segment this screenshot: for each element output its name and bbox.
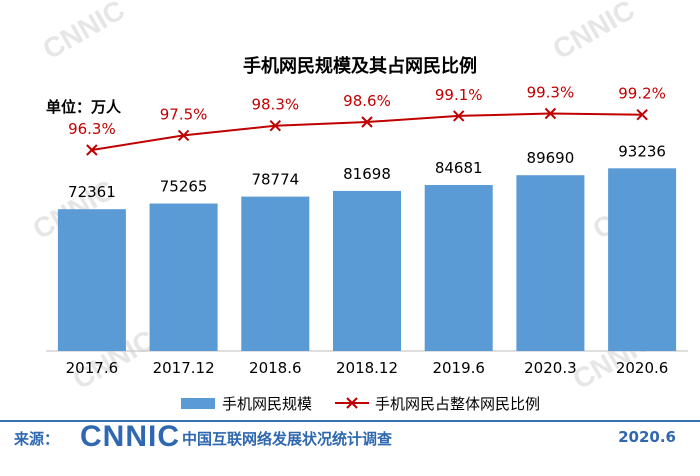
bar-value-label: 93236 [618,142,666,160]
bar [241,196,310,351]
legend-bar-label: 手机网民规模 [222,395,312,413]
line-marker [544,107,557,120]
x-tick-label: 2020.3 [524,359,577,377]
bar-value-label: 75265 [160,178,208,196]
line-marker [636,109,648,121]
legend: 手机网民规模 手机网民占整体网民比例 [181,395,540,413]
bar [149,203,218,351]
source-label: 来源： [14,430,60,448]
bar-value-label: 84681 [435,159,483,177]
line-value-label: 98.6% [343,92,391,110]
x-tick-label: 2017.6 [66,359,119,377]
bar [516,175,585,351]
line-marker [177,129,190,142]
x-axis-tick-labels: 2017.6 2017.12 2018.6 2018.12 2019.6 2020.3 20… [66,359,669,377]
x-tick-label: 2019.6 [432,359,485,377]
footer-rule [0,420,700,422]
line-marker [86,144,98,156]
line-value-labels: 96.3% 97.5% 98.3% 98.6% 99.1% 99.3% 99.2% [68,84,666,139]
line-marker [453,110,465,122]
bar-value-labels: 72361 75265 78774 81698 84681 89690 93236 [68,142,666,201]
chart-title: 手机网民规模及其占网民比例 [243,55,477,77]
legend-line-marker [346,397,358,409]
bar [608,168,677,351]
line-value-label: 97.5% [160,105,208,123]
watermark: CNNIC [548,0,640,65]
cnnic-logo: CNNIC [80,420,180,453]
bar-value-label: 81698 [343,165,391,183]
line-value-label: 99.1% [435,86,483,104]
line-value-label: 99.3% [527,84,575,102]
legend-bar-swatch [181,398,215,409]
bar [57,209,126,351]
bar-value-label: 89690 [527,149,575,167]
x-tick-label: 2017.12 [153,359,215,377]
x-tick-label: 2018.12 [336,359,398,377]
x-tick-label: 2020.6 [616,359,669,377]
line-marker [361,116,373,128]
line-value-label: 98.3% [251,96,299,114]
bar-series [57,168,677,351]
bar-value-label: 72361 [68,183,116,201]
bar [424,185,493,351]
legend-line-label: 手机网民占整体网民比例 [375,395,540,413]
line-value-label: 99.2% [618,85,666,103]
bar-value-label: 78774 [251,171,299,189]
line-marker [269,119,281,132]
unit-label: 单位：万人 [46,98,122,116]
watermark: CNNIC [38,0,130,65]
x-tick-label: 2018.6 [249,359,302,377]
line-series [86,107,648,156]
source-org: 中国互联网络发展状况统计调查 [182,430,393,448]
bar [333,190,401,351]
source-date: 2020.6 [618,428,676,446]
line-value-label: 96.3% [68,120,116,138]
